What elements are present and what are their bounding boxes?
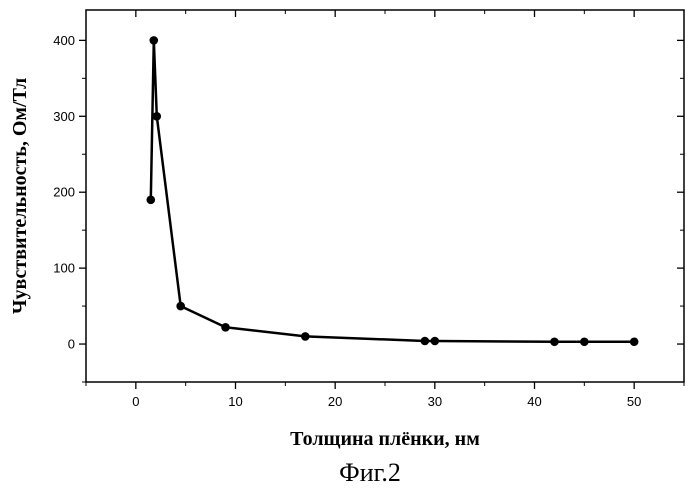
y-tick-label: 100 bbox=[53, 261, 75, 276]
figure-caption: Фиг.2 bbox=[339, 458, 401, 487]
data-point bbox=[176, 301, 185, 311]
y-tick-label: 300 bbox=[53, 109, 75, 124]
data-point bbox=[629, 337, 639, 347]
y-tick-label: 0 bbox=[68, 337, 75, 352]
x-axis-title: Толщина плёнки, нм bbox=[290, 428, 480, 450]
series-line bbox=[149, 39, 635, 344]
x-tick-label: 10 bbox=[228, 394, 242, 409]
data-point bbox=[146, 195, 156, 205]
x-tick-label: 0 bbox=[132, 394, 139, 409]
data-point bbox=[300, 332, 310, 341]
y-axis-title: Чувствительность, Ом/Тл bbox=[9, 78, 31, 314]
data-point bbox=[152, 111, 162, 121]
x-tick-label: 40 bbox=[527, 394, 541, 409]
data-point bbox=[221, 323, 230, 332]
x-tick-label: 30 bbox=[428, 394, 442, 409]
data-point bbox=[580, 337, 589, 347]
x-tick-label: 50 bbox=[627, 394, 641, 409]
y-tick-label: 400 bbox=[53, 33, 75, 48]
y-tick-label: 200 bbox=[53, 185, 75, 200]
data-point bbox=[149, 36, 159, 45]
data-point bbox=[550, 337, 559, 347]
plot-frame bbox=[85, 9, 685, 383]
data-point bbox=[420, 336, 430, 346]
axis-ticks bbox=[79, 10, 685, 389]
x-tick-label: 20 bbox=[328, 394, 342, 409]
data-point bbox=[430, 336, 440, 346]
series-markers bbox=[146, 36, 639, 347]
axis-tick-labels: 0 10 20 30 40 50 0 100 200 300 400 bbox=[53, 33, 641, 409]
